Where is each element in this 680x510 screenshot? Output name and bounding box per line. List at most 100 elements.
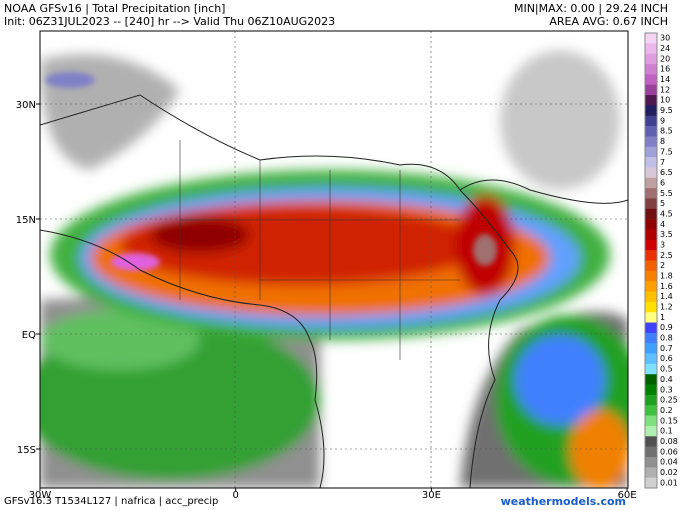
colorbar-swatch — [645, 425, 657, 437]
colorbar-label: 3 — [660, 240, 665, 249]
colorbar-swatch — [645, 74, 657, 86]
lat-label: 30N — [16, 100, 36, 111]
colorbar-swatch — [645, 446, 657, 458]
colorbar-label: 5.5 — [660, 189, 673, 198]
colorbar-label: 0.7 — [660, 344, 673, 353]
colorbar-swatch — [645, 281, 657, 292]
lon-label: 30E — [422, 490, 441, 501]
lon-label: 60E — [618, 490, 637, 501]
colorbar-label: 8.5 — [660, 127, 673, 136]
colorbar-label: 2.5 — [660, 251, 673, 260]
map — [40, 31, 628, 488]
colorbar-swatch — [645, 115, 657, 127]
area-average: AREA AVG: 0.67 INCH — [549, 15, 668, 28]
colorbar-swatch — [645, 95, 657, 106]
axis-labels: 30N 15N EQ 15S 30W 0 30E 60E — [16, 100, 637, 501]
lat-label: 15S — [17, 445, 36, 456]
colorbar-label: 24 — [660, 44, 670, 53]
colorbar-label: 5 — [660, 199, 665, 208]
footer-site[interactable]: weathermodels.com — [501, 495, 626, 508]
colorbar-swatch — [645, 322, 657, 334]
colorbar-swatch — [645, 301, 657, 313]
colorbar-label: 1.8 — [660, 272, 673, 281]
colorbar-label: 0.2 — [660, 406, 673, 415]
colorbar-label: 0.08 — [660, 437, 678, 446]
colorbar-label: 20 — [660, 54, 670, 63]
lat-label: 15N — [16, 215, 36, 226]
colorbar-swatch — [645, 291, 657, 303]
colorbar-swatch — [645, 167, 657, 179]
colorbar-swatch — [645, 405, 657, 416]
colorbar-swatch — [645, 105, 657, 117]
colorbar-frame — [644, 32, 658, 489]
colorbar-swatch — [645, 477, 657, 489]
min-max: MIN|MAX: 0.00 | 29.24 INCH — [514, 2, 668, 15]
colorbar-label: 1.2 — [660, 303, 673, 312]
colorbar-swatch — [645, 260, 657, 272]
colorbar-label: 0.1 — [660, 427, 673, 436]
colorbar-swatch — [645, 43, 657, 54]
colorbar-swatch — [645, 126, 657, 137]
colorbar-swatch — [645, 53, 657, 65]
colorbar-label: 4.5 — [660, 209, 673, 218]
colorbar-label: 4 — [660, 220, 665, 229]
colorbar-swatch — [645, 33, 657, 44]
colorbar-swatch — [645, 270, 657, 282]
title: NOAA GFSv16 | Total Precipitation [inch] — [4, 2, 225, 15]
colorbar-swatch — [645, 219, 657, 230]
colorbar-swatch — [645, 384, 657, 396]
colorbar-label: 30 — [660, 34, 670, 43]
colorbar-label: 8 — [660, 137, 665, 146]
colorbar-swatch — [645, 312, 657, 323]
colorbar-label: 6.5 — [660, 168, 673, 177]
colorbar-label: 0.02 — [660, 468, 678, 477]
colorbar-label: 0.6 — [660, 354, 673, 363]
lon-label: 0 — [233, 490, 239, 501]
init-time: Init: 06Z31JUL2023 -- [240] hr --> Valid… — [4, 15, 335, 28]
colorbar-label: 0.01 — [660, 478, 678, 487]
colorbar-swatch — [645, 332, 657, 344]
footer-model: GFSv16.3 T1534L127 | nafrica | acc_preci… — [4, 496, 218, 507]
colorbar-swatch — [645, 374, 657, 385]
colorbar-swatch — [645, 208, 657, 220]
colorbar-swatch — [645, 456, 657, 468]
colorbar-swatch — [645, 146, 657, 158]
colorbar-label: 1.4 — [660, 292, 673, 301]
lat-label: EQ — [22, 330, 36, 341]
colorbar-swatch — [645, 353, 657, 365]
colorbar-label: 3.5 — [660, 230, 673, 239]
colorbar-label: 0.04 — [660, 458, 678, 467]
colorbar-label: 1.6 — [660, 282, 673, 291]
colorbar-label: 0.15 — [660, 416, 678, 425]
colorbar-swatch — [645, 177, 657, 189]
colorbar-swatch — [645, 136, 657, 148]
colorbar-label: 0.9 — [660, 323, 673, 332]
colorbar-swatch — [645, 229, 657, 241]
colorbar-label: 0.25 — [660, 396, 678, 405]
colorbar-swatch — [645, 198, 657, 210]
colorbar-label: 10 — [660, 96, 670, 105]
colorbar-swatch — [645, 363, 657, 375]
colorbar-label: 14 — [660, 75, 670, 84]
colorbar-label: 1 — [660, 313, 665, 322]
colorbar-swatch — [645, 415, 657, 427]
colorbar-swatch — [645, 250, 657, 261]
colorbar: 302420161412109.598.587.576.565.554.543.… — [644, 32, 678, 489]
colorbar-label: 7.5 — [660, 147, 673, 156]
colorbar-label: 16 — [660, 65, 670, 74]
lon-label: 30W — [29, 490, 52, 501]
colorbar-label: 9 — [660, 116, 665, 125]
colorbar-label: 2 — [660, 261, 665, 270]
colorbar-swatch — [645, 239, 657, 251]
colorbar-swatch — [645, 467, 657, 478]
colorbar-label: 0.3 — [660, 385, 673, 394]
colorbar-swatch — [645, 343, 657, 354]
map-frame — [39, 30, 629, 489]
colorbar-label: 9.5 — [660, 106, 673, 115]
colorbar-swatch — [645, 157, 657, 168]
colorbar-label: 0.06 — [660, 447, 678, 456]
colorbar-label: 0.8 — [660, 334, 673, 343]
colorbar-label: 0.5 — [660, 365, 673, 374]
colorbar-label: 12 — [660, 85, 670, 94]
